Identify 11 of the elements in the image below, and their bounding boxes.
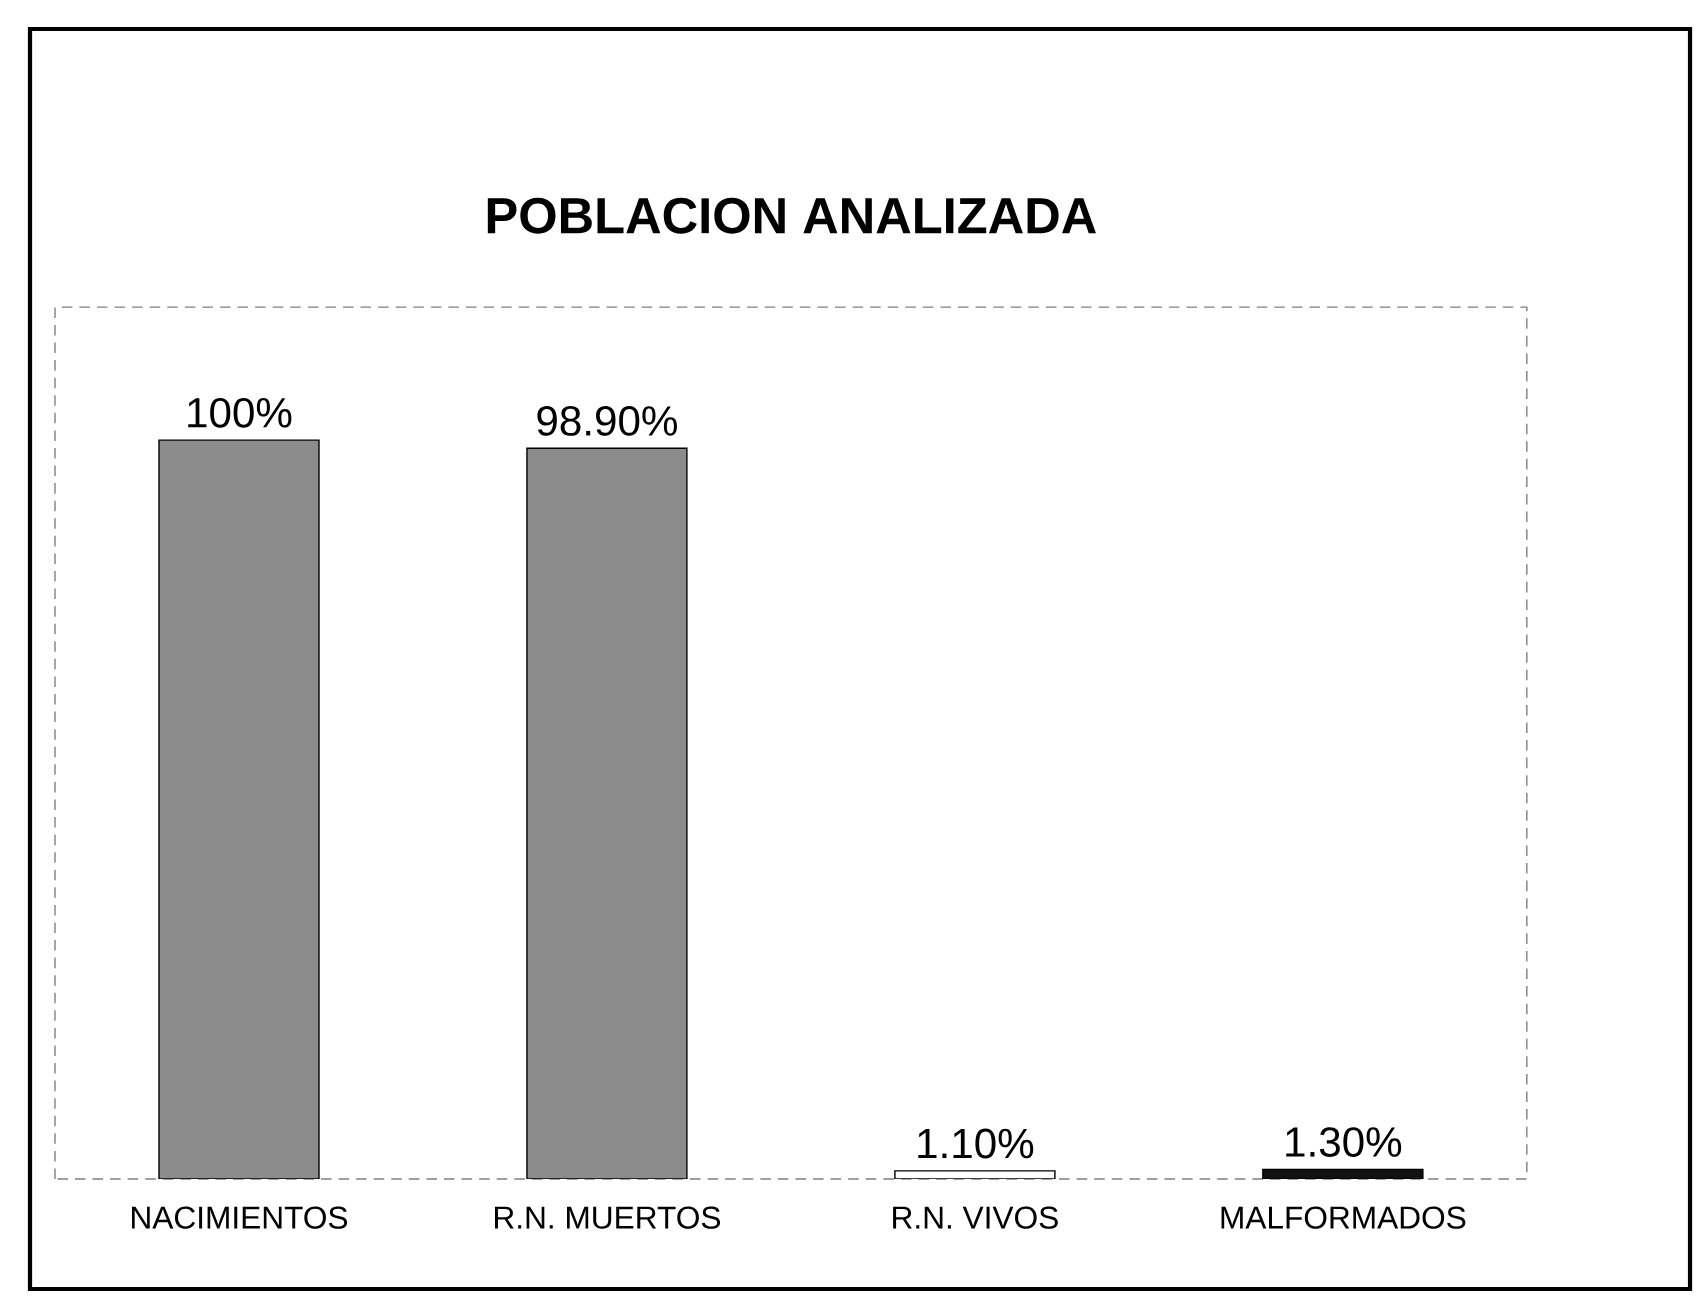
data-label: 98.90%	[537, 406, 677, 436]
bar	[894, 1170, 1056, 1180]
data-label: 100%	[188, 397, 292, 428]
x-tick-label: R.N. VIVOS	[893, 1206, 1058, 1229]
x-tick-label: NACIMIENTOS	[132, 1206, 348, 1229]
x-tick-label: R.N. MUERTOS	[495, 1206, 721, 1229]
bar	[1262, 1168, 1424, 1180]
data-label: 1.10%	[918, 1128, 1034, 1159]
data-label: 1.30%	[1286, 1127, 1402, 1157]
x-tick-label: MALFORMADOS	[1221, 1206, 1466, 1229]
chart-title: POBLACION ANALIZADA	[487, 197, 1096, 234]
